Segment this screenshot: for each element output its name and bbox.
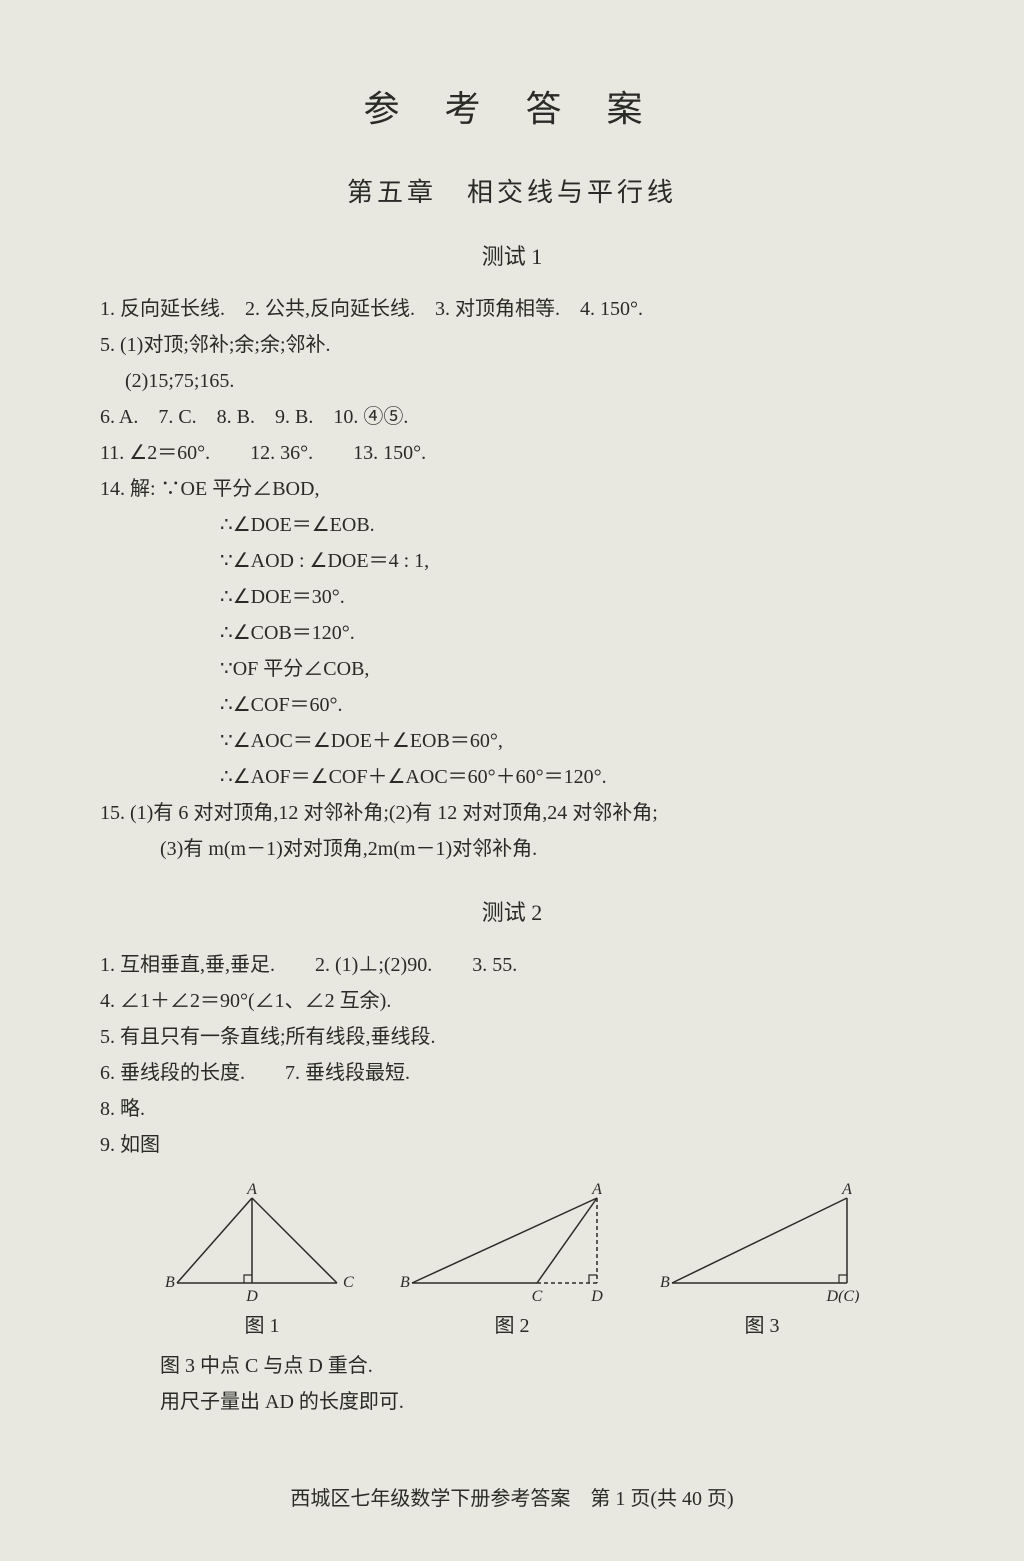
- t2-l5: 8. 略.: [100, 1091, 924, 1127]
- figure-1-label: 图 1: [157, 1309, 367, 1338]
- t2-l3: 5. 有且只有一条直线;所有线段,垂线段.: [100, 1019, 924, 1055]
- svg-text:C: C: [532, 1288, 543, 1303]
- svg-text:C: C: [343, 1274, 354, 1291]
- t2-after1: 图 3 中点 C 与点 D 重合.: [100, 1348, 924, 1384]
- t2-l4: 6. 垂线段的长度. 7. 垂线段最短.: [100, 1055, 924, 1091]
- t1-l6: 14. 解: ∵OE 平分∠BOD,: [100, 471, 924, 507]
- t1-l3: (2)15;75;165.: [100, 363, 924, 399]
- triangle-2-svg: A B C D: [397, 1183, 627, 1303]
- figure-1: A B C D 图 1: [157, 1183, 367, 1338]
- svg-text:D: D: [245, 1288, 258, 1303]
- t2-l2: 4. ∠1＋∠2＝90°(∠1、∠2 互余).: [100, 983, 924, 1019]
- t1-l4: 6. A. 7. C. 8. B. 9. B. 10. ④⑤.: [100, 399, 924, 435]
- svg-text:B: B: [400, 1274, 410, 1291]
- t1-l2: 5. (1)对顶;邻补;余;余;邻补.: [100, 327, 924, 363]
- t1-l10: ∴∠COB＝120°.: [100, 615, 924, 651]
- test2-header: 测试 2: [100, 895, 924, 927]
- svg-text:D(C): D(C): [826, 1288, 860, 1303]
- figure-2: A B C D 图 2: [397, 1183, 627, 1338]
- triangle-3-svg: A B D(C): [657, 1183, 867, 1303]
- svg-text:A: A: [246, 1183, 257, 1198]
- t1-l5: 11. ∠2＝60°. 12. 36°. 13. 150°.: [100, 435, 924, 471]
- t1-l9: ∴∠DOE＝30°.: [100, 579, 924, 615]
- figure-3-label: 图 3: [657, 1309, 867, 1338]
- chapter-heading: 第五章 相交线与平行线: [100, 172, 924, 209]
- test1-header: 测试 1: [100, 239, 924, 271]
- t1-l12: ∴∠COF＝60°.: [100, 687, 924, 723]
- t2-l1: 1. 互相垂直,垂,垂足. 2. (1)⊥;(2)90. 3. 55.: [100, 947, 924, 983]
- t2-l6: 9. 如图: [100, 1127, 924, 1163]
- t1-l1: 1. 反向延长线. 2. 公共,反向延长线. 3. 对顶角相等. 4. 150°…: [100, 291, 924, 327]
- t1-l7: ∴∠DOE＝∠EOB.: [100, 507, 924, 543]
- svg-text:B: B: [660, 1274, 670, 1291]
- triangle-1-svg: A B C D: [157, 1183, 367, 1303]
- figure-2-label: 图 2: [397, 1309, 627, 1338]
- page-title: 参 考 答 案: [100, 80, 924, 132]
- figure-3: A B D(C) 图 3: [657, 1183, 867, 1338]
- svg-text:A: A: [841, 1183, 852, 1198]
- t1-l11: ∵OF 平分∠COB,: [100, 651, 924, 687]
- page-footer: 西城区七年级数学下册参考答案 第 1 页(共 40 页): [0, 1482, 1024, 1511]
- svg-text:A: A: [591, 1183, 602, 1198]
- svg-text:D: D: [590, 1288, 603, 1303]
- t1-l15: 15. (1)有 6 对对顶角,12 对邻补角;(2)有 12 对对顶角,24 …: [100, 795, 924, 831]
- figures-row: A B C D 图 1 A B C D 图 2 A B D(C) 图 3: [100, 1183, 924, 1338]
- t1-l8: ∵∠AOD : ∠DOE＝4 : 1,: [100, 543, 924, 579]
- t1-l16: (3)有 m(m－1)对对顶角,2m(m－1)对邻补角.: [100, 831, 924, 867]
- svg-text:B: B: [165, 1274, 175, 1291]
- t1-l14: ∴∠AOF＝∠COF＋∠AOC＝60°＋60°＝120°.: [100, 759, 924, 795]
- t1-l13: ∵∠AOC＝∠DOE＋∠EOB＝60°,: [100, 723, 924, 759]
- t2-after2: 用尺子量出 AD 的长度即可.: [100, 1384, 924, 1420]
